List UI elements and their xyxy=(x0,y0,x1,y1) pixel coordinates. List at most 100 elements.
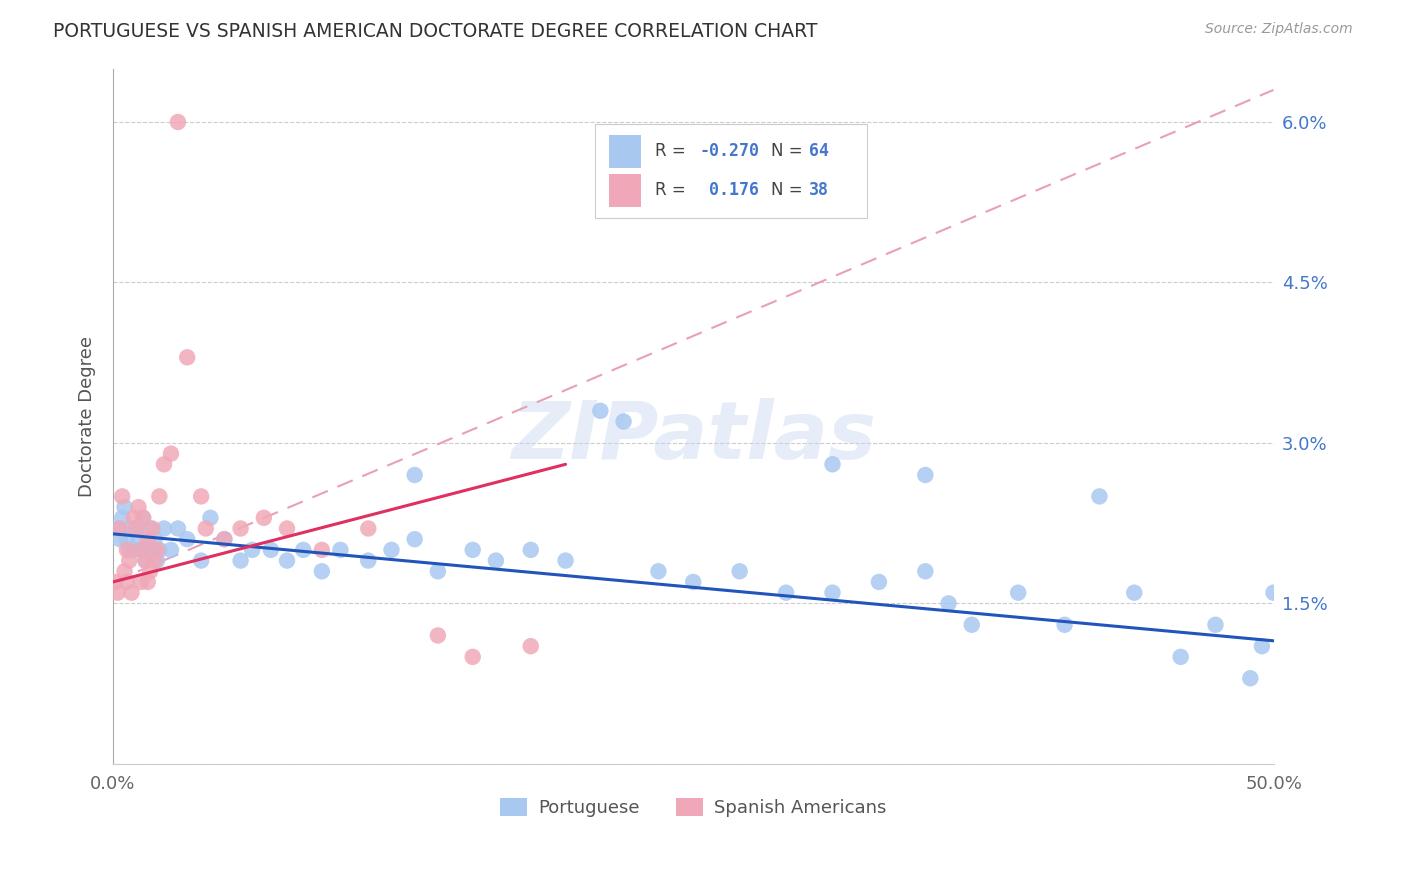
Point xyxy=(682,574,704,589)
Point xyxy=(160,542,183,557)
Text: N =: N = xyxy=(770,181,808,199)
Point xyxy=(276,553,298,567)
Point xyxy=(1123,585,1146,599)
Point xyxy=(868,574,890,589)
Point xyxy=(122,510,145,524)
Point xyxy=(167,115,190,129)
Point xyxy=(214,532,236,546)
Text: PORTUGUESE VS SPANISH AMERICAN DOCTORATE DEGREE CORRELATION CHART: PORTUGUESE VS SPANISH AMERICAN DOCTORATE… xyxy=(53,22,818,41)
Point xyxy=(647,564,669,578)
Point xyxy=(914,468,936,483)
Point xyxy=(143,532,166,546)
Point xyxy=(554,553,576,567)
Point xyxy=(229,553,252,567)
Point xyxy=(108,532,131,546)
Point xyxy=(167,521,190,535)
Point xyxy=(485,553,508,567)
Bar xyxy=(609,174,641,207)
Point xyxy=(190,553,212,567)
Point xyxy=(821,585,844,599)
Point xyxy=(292,542,315,557)
Text: 64: 64 xyxy=(810,142,830,161)
Point xyxy=(229,521,252,535)
Point xyxy=(938,596,960,610)
Point xyxy=(127,500,149,514)
Point xyxy=(118,553,141,567)
Point xyxy=(426,628,449,642)
Text: ZIPatlas: ZIPatlas xyxy=(510,398,876,476)
Point xyxy=(1263,585,1285,599)
Point xyxy=(143,553,166,567)
Point xyxy=(121,521,143,535)
Point xyxy=(821,458,844,472)
Point xyxy=(240,542,263,557)
Point xyxy=(115,542,138,557)
Point xyxy=(260,542,283,557)
Point xyxy=(329,542,352,557)
Point xyxy=(1239,671,1261,685)
Point xyxy=(127,532,149,546)
Point xyxy=(148,542,170,557)
Point xyxy=(426,564,449,578)
Point xyxy=(146,553,169,567)
Point xyxy=(129,574,152,589)
Point xyxy=(461,542,484,557)
Point xyxy=(176,532,198,546)
Point xyxy=(276,521,298,535)
Point xyxy=(914,564,936,578)
Point xyxy=(111,510,134,524)
Point xyxy=(136,542,159,557)
Point xyxy=(107,521,129,535)
Point xyxy=(134,553,156,567)
Point xyxy=(146,542,169,557)
Text: 38: 38 xyxy=(810,181,830,199)
Point xyxy=(111,490,134,504)
Y-axis label: Doctorate Degree: Doctorate Degree xyxy=(79,335,96,497)
Point xyxy=(136,574,159,589)
FancyBboxPatch shape xyxy=(595,124,868,218)
Point xyxy=(115,532,138,546)
Point xyxy=(200,510,222,524)
Point xyxy=(160,447,183,461)
Point xyxy=(1251,639,1274,653)
Point xyxy=(728,564,751,578)
Point xyxy=(461,649,484,664)
Text: Source: ZipAtlas.com: Source: ZipAtlas.com xyxy=(1205,22,1353,37)
Point xyxy=(141,521,163,535)
Point xyxy=(404,532,426,546)
Point xyxy=(129,542,152,557)
Point xyxy=(775,585,797,599)
Point xyxy=(141,542,163,557)
Point xyxy=(132,510,155,524)
Point xyxy=(148,490,170,504)
Point xyxy=(357,521,380,535)
Point xyxy=(194,521,217,535)
Point xyxy=(1007,585,1029,599)
Point xyxy=(176,351,198,365)
Text: -0.270: -0.270 xyxy=(699,142,759,161)
Point xyxy=(114,564,136,578)
Point xyxy=(380,542,402,557)
Point xyxy=(357,553,380,567)
Point xyxy=(139,521,162,535)
Point xyxy=(214,532,236,546)
Point xyxy=(132,510,155,524)
Point xyxy=(253,510,276,524)
Text: R =: R = xyxy=(655,181,690,199)
Point xyxy=(104,574,127,589)
Point xyxy=(190,490,212,504)
Point xyxy=(108,521,131,535)
Point xyxy=(519,542,541,557)
Point xyxy=(153,521,176,535)
Point xyxy=(118,542,141,557)
Point xyxy=(519,639,541,653)
Point xyxy=(115,574,138,589)
Point xyxy=(136,532,159,546)
Point xyxy=(114,500,136,514)
Point xyxy=(122,542,145,557)
Text: R =: R = xyxy=(655,142,690,161)
Point xyxy=(960,617,983,632)
Point xyxy=(1088,490,1111,504)
Point xyxy=(404,468,426,483)
Point xyxy=(1053,617,1076,632)
